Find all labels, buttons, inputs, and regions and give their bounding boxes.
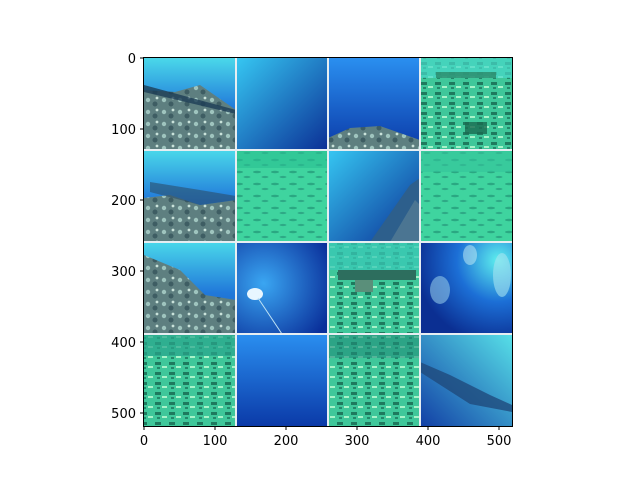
y-tick-400: 400: [111, 336, 136, 351]
x-tick-500: 500: [487, 434, 512, 449]
y-axis: [140, 57, 144, 414]
tile-r2c2: [236, 150, 328, 242]
tile-r2c1: [144, 150, 236, 242]
y-tick-0: 0: [128, 52, 136, 67]
tile-r2c4: [420, 150, 512, 242]
x-axis: [143, 426, 500, 430]
y-tick-labels: 0 100 200 300 400 500: [111, 52, 136, 422]
x-tick-400: 400: [416, 434, 441, 449]
x-tick-200: 200: [274, 434, 299, 449]
x-tick-300: 300: [345, 434, 370, 449]
tile-r4c4: [420, 334, 512, 426]
tile-r4c2: [236, 334, 328, 426]
y-tick-500: 500: [111, 407, 136, 422]
tile-r3c2: [236, 242, 328, 335]
tile-r1c3: [328, 58, 420, 150]
tile-r3c4: [420, 242, 512, 334]
x-tick-0: 0: [140, 434, 148, 449]
y-tick-300: 300: [111, 265, 136, 280]
y-tick-100: 100: [111, 123, 136, 138]
tile-grid: [144, 58, 512, 426]
tile-r3c1: [144, 242, 236, 334]
tile-r2c3: [328, 150, 420, 242]
tile-r3c3: [328, 242, 420, 334]
tile-r4c3: [328, 334, 420, 426]
x-tick-labels: 0 100 200 300 400 500: [140, 434, 512, 449]
tile-r1c2: [236, 58, 328, 150]
x-tick-100: 100: [203, 434, 228, 449]
y-tick-200: 200: [111, 194, 136, 209]
axes-frame: [143, 57, 513, 427]
tile-r4c1: [144, 334, 236, 426]
tile-borders: [144, 58, 512, 426]
tile-r1c1: [144, 58, 236, 150]
tile-r1c4: [420, 58, 512, 150]
